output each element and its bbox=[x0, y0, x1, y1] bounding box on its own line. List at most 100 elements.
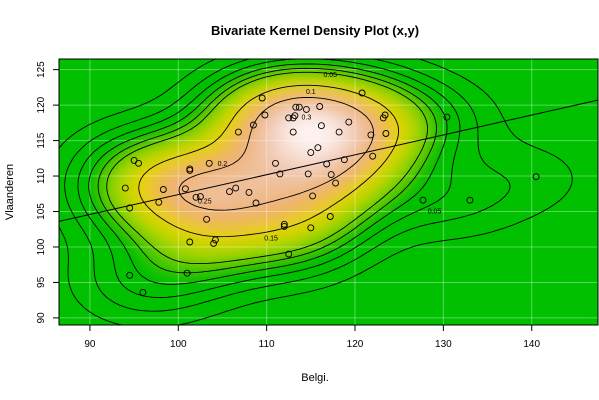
heatmap-cell bbox=[358, 267, 366, 273]
heatmap-cell bbox=[580, 209, 587, 215]
heatmap-cell bbox=[370, 178, 378, 184]
heatmap-cell bbox=[538, 152, 545, 158]
heatmap-cell bbox=[316, 107, 324, 113]
heatmap-cell bbox=[136, 258, 144, 264]
heatmap-cell bbox=[106, 302, 114, 308]
heatmap-cell bbox=[226, 214, 234, 220]
heatmap-cell bbox=[370, 258, 378, 264]
heatmap-cell bbox=[514, 223, 521, 229]
heatmap-cell bbox=[352, 231, 360, 237]
heatmap-cell bbox=[454, 187, 461, 193]
heatmap-cell bbox=[406, 116, 413, 122]
heatmap-cell bbox=[82, 311, 90, 317]
heatmap-cell bbox=[94, 205, 102, 211]
heatmap-cell bbox=[328, 223, 336, 229]
heatmap-cell bbox=[490, 90, 497, 96]
heatmap-cell bbox=[568, 121, 575, 127]
heatmap-cell bbox=[316, 209, 324, 215]
heatmap-cell bbox=[202, 254, 210, 260]
heatmap-cell bbox=[112, 289, 120, 295]
heatmap-cell bbox=[508, 138, 515, 144]
heatmap-cell bbox=[304, 307, 312, 313]
heatmap-cell bbox=[412, 311, 419, 317]
heatmap-cell bbox=[160, 134, 168, 140]
heatmap-cell bbox=[226, 187, 234, 193]
heatmap-cell bbox=[100, 165, 108, 171]
heatmap-cell bbox=[544, 236, 551, 242]
heatmap-cell bbox=[256, 192, 264, 198]
heatmap-cell bbox=[418, 280, 425, 286]
heatmap-cell bbox=[112, 107, 120, 113]
heatmap-cell bbox=[106, 125, 114, 131]
heatmap-cell bbox=[346, 205, 354, 211]
heatmap-cell bbox=[430, 81, 437, 87]
heatmap-cell bbox=[376, 107, 383, 113]
heatmap-cell bbox=[310, 231, 318, 237]
heatmap-cell bbox=[478, 280, 485, 286]
heatmap-cell bbox=[268, 112, 276, 118]
heatmap-cell bbox=[160, 138, 168, 144]
heatmap-cell bbox=[496, 307, 503, 313]
heatmap-cell bbox=[256, 156, 264, 162]
heatmap-cell bbox=[430, 271, 437, 277]
heatmap-cell bbox=[442, 196, 449, 202]
heatmap-cell bbox=[430, 223, 437, 229]
heatmap-cell bbox=[418, 134, 425, 140]
heatmap-cell bbox=[160, 98, 168, 104]
heatmap-cell bbox=[340, 298, 348, 304]
heatmap-cell bbox=[262, 94, 270, 100]
heatmap-cell bbox=[496, 262, 503, 268]
heatmap-cell bbox=[124, 227, 132, 233]
heatmap-cell bbox=[334, 316, 342, 322]
heatmap-cell bbox=[220, 174, 228, 180]
heatmap-cell bbox=[592, 143, 598, 149]
heatmap-cell bbox=[328, 236, 336, 242]
heatmap-cell bbox=[352, 258, 360, 264]
heatmap-cell bbox=[334, 174, 342, 180]
heatmap-cell bbox=[442, 227, 449, 233]
heatmap-cell bbox=[310, 271, 318, 277]
heatmap-cell bbox=[370, 293, 378, 299]
heatmap-cell bbox=[256, 169, 264, 175]
heatmap-cell bbox=[550, 156, 557, 162]
heatmap-cell bbox=[160, 121, 168, 127]
heatmap-cell bbox=[94, 262, 102, 268]
heatmap-cell bbox=[448, 267, 455, 273]
heatmap-cell bbox=[448, 245, 455, 251]
heatmap-cell bbox=[136, 293, 144, 299]
heatmap-cell bbox=[196, 276, 204, 282]
heatmap-cell bbox=[592, 138, 598, 144]
heatmap-cell bbox=[526, 262, 533, 268]
heatmap-cell bbox=[460, 125, 467, 131]
heatmap-cell bbox=[580, 138, 587, 144]
heatmap-cell bbox=[418, 178, 425, 184]
heatmap-cell bbox=[220, 267, 228, 273]
heatmap-cell bbox=[76, 98, 84, 104]
heatmap-cell bbox=[592, 262, 598, 268]
heatmap-cell bbox=[214, 98, 222, 104]
heatmap-cell bbox=[316, 267, 324, 273]
heatmap-cell bbox=[454, 280, 461, 286]
heatmap-cell bbox=[82, 223, 90, 229]
heatmap-cell bbox=[364, 231, 372, 237]
heatmap-cell bbox=[586, 245, 593, 251]
heatmap-cell bbox=[76, 320, 84, 325]
heatmap-cell bbox=[532, 116, 539, 122]
heatmap-cell bbox=[100, 307, 108, 313]
heatmap-cell bbox=[59, 280, 66, 286]
heatmap-cell bbox=[334, 289, 342, 295]
heatmap-cell bbox=[172, 107, 180, 113]
heatmap-cell bbox=[394, 152, 401, 158]
heatmap-cell bbox=[544, 174, 551, 180]
heatmap-cell bbox=[82, 240, 90, 246]
heatmap-cell bbox=[262, 112, 270, 118]
heatmap-cell bbox=[160, 240, 168, 246]
heatmap-cell bbox=[472, 240, 479, 246]
heatmap-cell bbox=[124, 183, 132, 189]
heatmap-cell bbox=[400, 107, 407, 113]
heatmap-cell bbox=[340, 307, 348, 313]
heatmap-cell bbox=[358, 174, 366, 180]
heatmap-cell bbox=[586, 249, 593, 255]
heatmap-cell bbox=[322, 302, 330, 308]
heatmap-cell bbox=[382, 196, 389, 202]
